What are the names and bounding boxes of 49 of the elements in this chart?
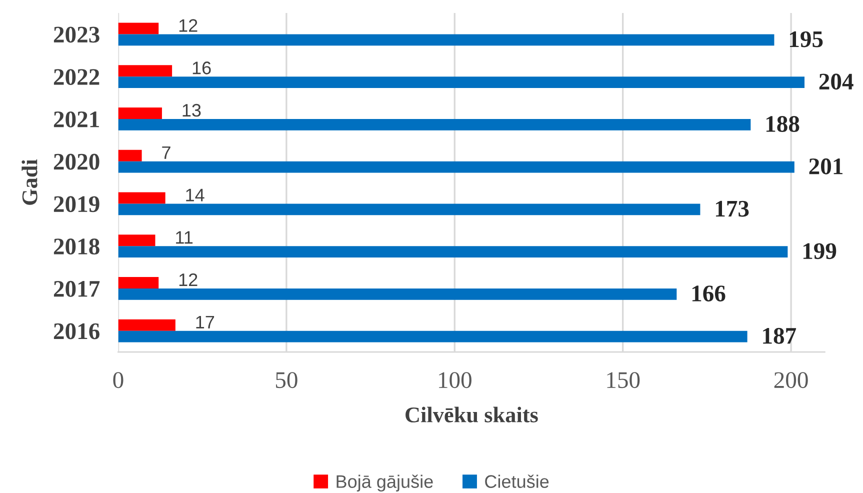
bar: [118, 76, 804, 88]
bar: [118, 161, 794, 173]
y-tick-label: 2018: [54, 238, 100, 254]
x-tick-label: 50: [276, 372, 298, 388]
bar: [118, 319, 176, 331]
x-tick-label: 200: [774, 372, 808, 388]
bar: [118, 118, 751, 130]
data-label: 14: [186, 188, 204, 202]
y-tick-label: 2016: [54, 323, 100, 340]
data-label: 166: [692, 286, 726, 302]
y-tick-label: 2020: [54, 154, 100, 170]
data-label: 188: [766, 116, 800, 132]
x-tick-label: 0: [113, 372, 124, 388]
bar: [118, 108, 162, 119]
legend-label: Bojā gājušie: [336, 474, 433, 492]
y-tick-label: 2022: [54, 69, 100, 85]
y-tick-label: 2021: [54, 111, 99, 128]
y-tick-label: 2019: [54, 196, 100, 212]
data-label: 16: [192, 62, 211, 74]
data-label: 201: [809, 158, 842, 174]
y-tick-label: 2017: [54, 280, 100, 297]
bar: [118, 22, 159, 34]
x-tick-label: 150: [607, 372, 640, 388]
data-label: 195: [790, 31, 823, 48]
data-label: 11: [176, 231, 193, 244]
bar: [118, 246, 788, 258]
data-label: 199: [803, 243, 836, 260]
data-label: 204: [819, 74, 854, 90]
bar: [118, 34, 774, 46]
bar: [118, 65, 172, 77]
data-label: 7: [162, 146, 170, 159]
data-label: 12: [179, 19, 198, 32]
bar: [118, 330, 748, 342]
bar: [118, 192, 166, 204]
bar: [118, 234, 156, 246]
data-label: 13: [182, 104, 201, 117]
x-axis-title: Cilvēku skaits: [406, 406, 538, 422]
legend-label: Cietušie: [485, 474, 549, 488]
x-tick-label: 100: [439, 372, 472, 388]
bar: [118, 288, 677, 300]
data-label: 12: [179, 273, 198, 286]
bar: [118, 204, 700, 216]
bar: [118, 150, 142, 162]
data-label: 173: [716, 200, 749, 217]
y-tick-label: 2023: [54, 26, 100, 43]
data-label: 187: [763, 328, 796, 344]
y-axis-title: Gadi: [22, 159, 38, 205]
data-label: 17: [196, 316, 214, 328]
bar: [118, 277, 159, 288]
